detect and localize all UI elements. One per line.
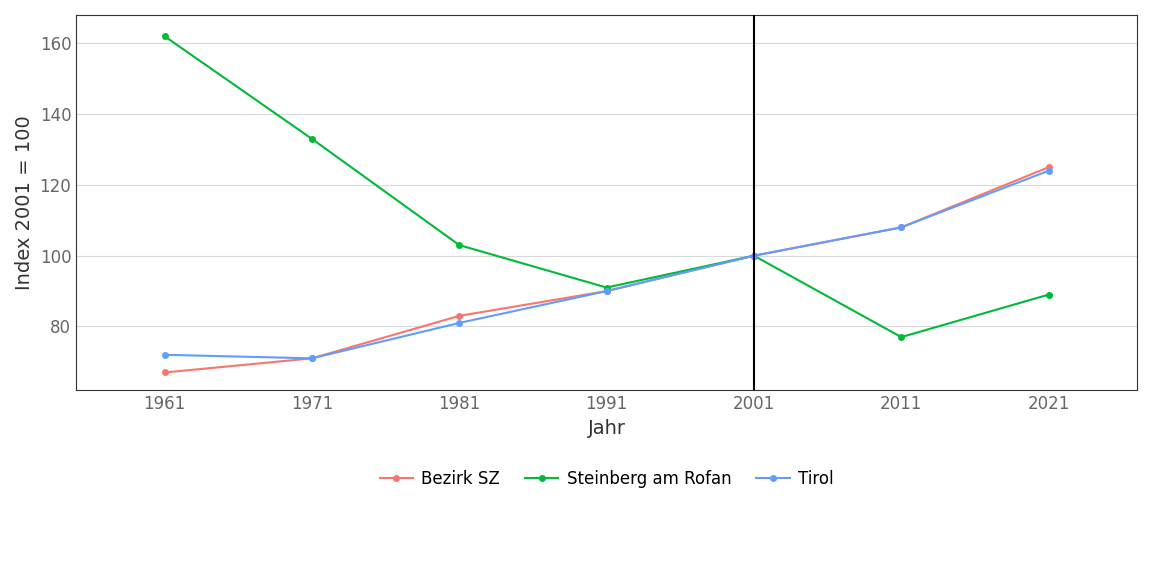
Y-axis label: Index 2001 = 100: Index 2001 = 100: [15, 115, 35, 290]
Legend: Bezirk SZ, Steinberg am Rofan, Tirol: Bezirk SZ, Steinberg am Rofan, Tirol: [373, 463, 840, 494]
X-axis label: Jahr: Jahr: [588, 419, 626, 438]
